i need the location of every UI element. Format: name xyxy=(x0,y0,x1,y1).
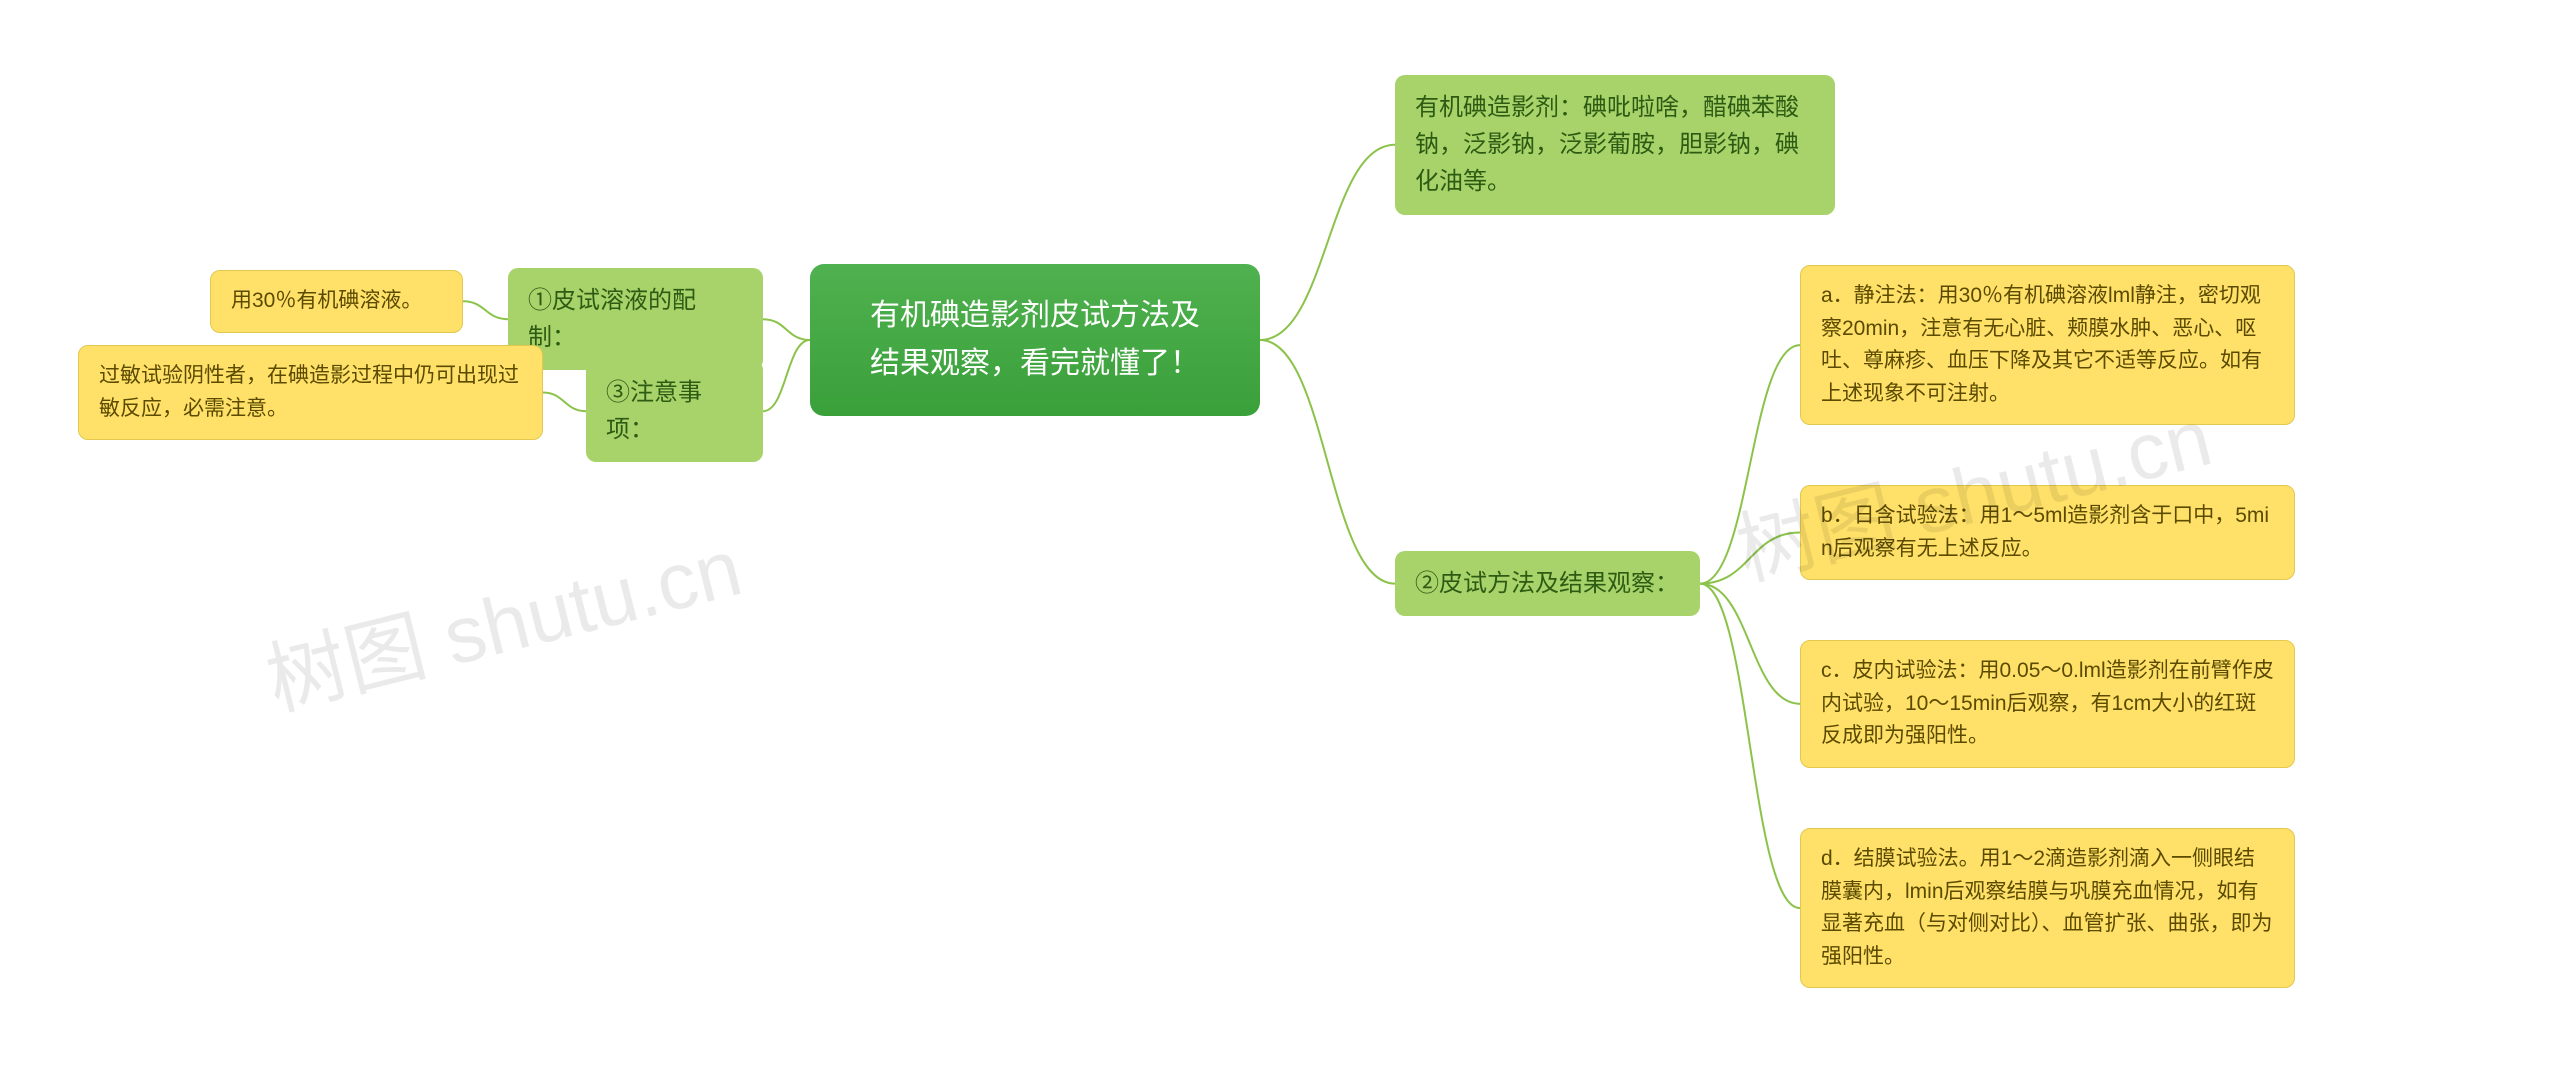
node-l3: ③注意事项： xyxy=(586,360,763,462)
node-l3a: 过敏试验阴性者，在碘造影过程中仍可出现过敏反应，必需注意。 xyxy=(78,345,543,440)
node-l1: ①皮试溶液的配制： xyxy=(508,268,763,370)
node-root: 有机碘造影剂皮试方法及结果观察，看完就懂了！ xyxy=(810,264,1260,416)
watermark-1: 树图 shutu.cn xyxy=(253,503,751,733)
node-r2: ②皮试方法及结果观察： xyxy=(1395,551,1700,616)
node-r2b: b．日含试验法：用1～5ml造影剂含于口中，5min后观察有无上述反应。 xyxy=(1800,485,2295,580)
node-r2d: d．结膜试验法。用1～2滴造影剂滴入一侧眼结膜囊内，lmin后观察结膜与巩膜充血… xyxy=(1800,828,2295,988)
node-l1a: 用30％有机碘溶液。 xyxy=(210,270,463,333)
node-r2c: c．皮内试验法：用0.05～0.lml造影剂在前臂作皮内试验，10～15min后… xyxy=(1800,640,2295,768)
node-r2a: a．静注法：用30％有机碘溶液lml静注，密切观察20min，注意有无心脏、颊膜… xyxy=(1800,265,2295,425)
node-r1: 有机碘造影剂：碘吡啦啥，醋碘苯酸钠，泛影钠，泛影葡胺，胆影钠，碘化油等。 xyxy=(1395,75,1835,215)
mindmap-canvas: 有机碘造影剂皮试方法及结果观察，看完就懂了！ 有机碘造影剂：碘吡啦啥，醋碘苯酸钠… xyxy=(0,0,2560,1089)
